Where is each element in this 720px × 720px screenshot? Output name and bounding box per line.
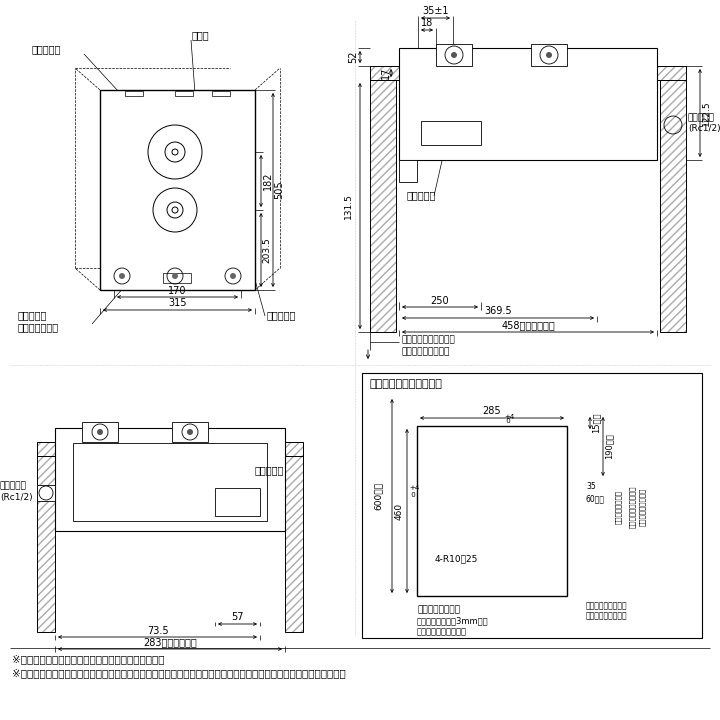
Text: 0: 0 (504, 418, 510, 424)
Bar (125, 91, 143, 96)
Text: 600以上: 600以上 (374, 482, 383, 510)
Text: 4-R10～25: 4-R10～25 (435, 554, 478, 563)
Bar (37, 456, 55, 632)
Text: 空気が流れるよう3mm以上: 空気が流れるよう3mm以上 (417, 616, 489, 625)
Bar (82, 422, 118, 442)
Text: 73.5: 73.5 (147, 626, 168, 636)
Text: 131.5: 131.5 (344, 193, 353, 219)
Text: 182: 182 (263, 172, 272, 190)
Bar (399, 48, 657, 160)
Text: 後バーナー: 後バーナー (32, 44, 61, 54)
Text: 460: 460 (395, 503, 404, 520)
Bar (421, 121, 481, 145)
Text: 吸気口: 吸気口 (192, 30, 210, 40)
Bar (37, 456, 55, 632)
Bar (285, 456, 303, 632)
Bar (163, 273, 191, 283)
Text: ※本機器は防火性能評定品であり、周図に可燃物がある場合は防火性能評定品ラベル内容に従って設置してください。: ※本機器は防火性能評定品であり、周図に可燃物がある場合は防火性能評定品ラベル内容… (12, 668, 346, 678)
Circle shape (230, 273, 236, 279)
Text: 190以上: 190以上 (605, 433, 613, 459)
Text: 電池ケース: 電池ケース (407, 190, 436, 200)
Text: キャビネット扇前面: キャビネット扇前面 (639, 488, 646, 526)
Circle shape (451, 52, 457, 58)
Bar (531, 44, 567, 66)
Bar (215, 488, 260, 516)
Circle shape (119, 273, 125, 279)
Bar (613, 414, 627, 600)
Circle shape (546, 52, 552, 58)
Bar (362, 373, 702, 638)
Text: 18: 18 (421, 19, 433, 29)
Text: ガス接続口: ガス接続口 (688, 113, 715, 122)
Text: 高温炒め操: 高温炒め操 (267, 310, 297, 320)
Text: 配置されていること: 配置されていること (586, 611, 628, 620)
Bar (100, 90, 255, 290)
Bar (37, 485, 55, 501)
Circle shape (97, 429, 103, 435)
Bar (37, 442, 303, 456)
Bar (212, 91, 230, 96)
Bar (172, 422, 208, 442)
Text: +4: +4 (409, 485, 419, 491)
Bar (613, 414, 627, 600)
Bar (370, 66, 686, 80)
Text: (Rc1/2): (Rc1/2) (0, 493, 32, 502)
Text: 369.5: 369.5 (484, 307, 512, 317)
Text: 35±1: 35±1 (422, 6, 449, 17)
Text: 前バーナー: 前バーナー (18, 310, 48, 320)
Text: 電池ケース: 電池ケース (255, 465, 284, 475)
Text: 電池交換出来る様に: 電池交換出来る様に (586, 601, 628, 610)
Bar (73, 443, 267, 521)
Bar (399, 160, 417, 182)
Text: 283（本体凸部）: 283（本体凸部） (143, 637, 197, 647)
Bar (417, 426, 567, 596)
Text: 170: 170 (168, 286, 186, 295)
Bar (436, 44, 472, 66)
Circle shape (172, 273, 178, 279)
Text: のすき間を確保のこと: のすき間を確保のこと (417, 627, 467, 636)
Bar (370, 80, 396, 332)
Text: 203.5: 203.5 (263, 237, 271, 263)
Text: ワークトップ穴開け寸法: ワークトップ穴開け寸法 (370, 379, 443, 389)
Bar (55, 428, 285, 531)
Text: 15以上: 15以上 (592, 413, 600, 433)
Circle shape (187, 429, 193, 435)
Bar (660, 80, 686, 332)
Text: +4: +4 (504, 414, 514, 420)
Text: キャビネット側板前面: キャビネット側板前面 (401, 335, 455, 344)
Text: 0: 0 (409, 492, 415, 498)
Bar (370, 66, 686, 80)
Text: 250: 250 (431, 295, 449, 305)
Text: 315: 315 (168, 298, 186, 308)
Text: 57: 57 (231, 613, 244, 623)
Text: (Rc1/2): (Rc1/2) (688, 124, 720, 133)
Bar (37, 442, 303, 456)
Text: 電池交換必要寸法: 電池交換必要寸法 (615, 490, 621, 524)
Bar (370, 80, 396, 332)
Text: キャビネット扇前面: キャビネット扇前面 (401, 347, 449, 356)
Text: 285: 285 (482, 407, 501, 416)
Bar (660, 80, 686, 332)
Bar (285, 456, 303, 632)
Text: キャビネット側板前面: キャビネット側板前面 (629, 486, 636, 528)
Bar (175, 91, 193, 96)
Text: 電池交換サイン: 電池交換サイン (18, 322, 59, 332)
Text: 122.5: 122.5 (701, 100, 711, 126)
Text: 52: 52 (348, 50, 358, 63)
Text: 17: 17 (381, 67, 391, 79)
Text: 505: 505 (274, 181, 284, 199)
Text: ワークトップ前面: ワークトップ前面 (417, 605, 460, 614)
Text: 458（本体凸部）: 458（本体凸部） (501, 320, 555, 330)
Text: 35: 35 (586, 482, 595, 491)
Text: ※単体設置タイプにつきオーブン接続はできません。: ※単体設置タイプにつきオーブン接続はできません。 (12, 654, 164, 664)
Text: 60以上: 60以上 (586, 494, 605, 503)
Text: ガス接続口: ガス接続口 (0, 481, 27, 490)
